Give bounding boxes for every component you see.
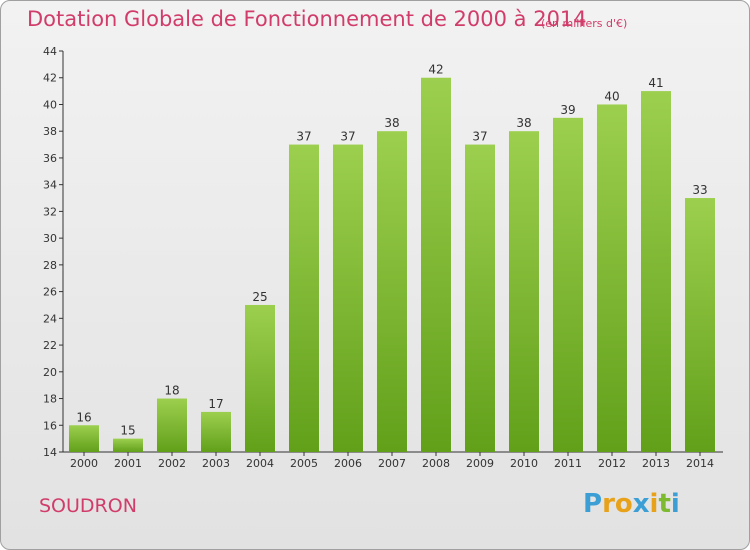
bar-2008 [421,77,451,452]
x-tick-label-2014: 2014 [686,457,714,470]
data-label-2003: 17 [208,397,223,411]
data-label-2011: 39 [560,103,575,117]
logo-letter: x [632,489,650,519]
logo-letter: i [649,489,659,519]
x-tick-label-2009: 2009 [466,457,494,470]
x-tick-label-2010: 2010 [510,457,538,470]
x-tick-label-2008: 2008 [422,457,450,470]
bar-2013 [641,91,671,452]
chart-title: Dotation Globale de Fonctionnement de 20… [27,7,587,31]
data-label-2001: 15 [120,424,135,438]
x-tick-label-2001: 2001 [114,457,142,470]
logo-letter: t [658,489,671,519]
data-label-2010: 38 [516,116,531,130]
bar-2014 [685,198,715,452]
data-label-2008: 42 [428,63,443,77]
y-tick-label: 26 [43,286,57,299]
bar-2002 [157,398,187,452]
logo-letter: o [614,489,633,519]
logo-letter: P [583,489,603,519]
data-label-2002: 18 [164,384,179,398]
chart-subtitle: (en milliers d'€) [541,17,628,30]
data-label-2006: 37 [340,130,355,144]
y-tick-label: 32 [43,205,57,218]
y-tick-label: 14 [43,446,57,459]
bar-2007 [377,131,407,452]
data-label-2004: 25 [252,290,267,304]
bar-2001 [113,438,143,452]
y-tick-label: 24 [43,312,57,325]
x-tick-label-2004: 2004 [246,457,274,470]
data-label-2005: 37 [296,130,311,144]
commune-name: SOUDRON [39,495,137,517]
data-label-2009: 37 [472,130,487,144]
bar-2004 [245,304,275,452]
data-label-2012: 40 [604,89,619,103]
data-label-2013: 41 [648,76,663,90]
data-label-2014: 33 [692,183,707,197]
x-tick-label-2011: 2011 [554,457,582,470]
x-tick-label-2007: 2007 [378,457,406,470]
y-tick-label: 40 [43,98,57,111]
y-tick-label: 20 [43,366,57,379]
y-tick-label: 22 [43,339,57,352]
bar-2010 [509,131,539,452]
y-tick-label: 38 [43,125,57,138]
x-tick-label-2002: 2002 [158,457,186,470]
x-tick-label-2006: 2006 [334,457,362,470]
y-tick-label: 44 [43,45,57,58]
data-label-2007: 38 [384,116,399,130]
y-tick-label: 16 [43,419,57,432]
y-tick-label: 18 [43,393,57,406]
bar-2009 [465,144,495,453]
proxiti-logo: Proxiti [583,489,680,519]
bar-2011 [553,117,583,452]
logo-letter: i [670,489,680,519]
bar-2003 [201,411,231,452]
y-tick-label: 36 [43,152,57,165]
x-tick-label-2000: 2000 [70,457,98,470]
logo-letter: r [602,489,615,519]
bar-2012 [597,104,627,452]
x-tick-label-2012: 2012 [598,457,626,470]
data-label-2000: 16 [76,410,91,424]
bar-2006 [333,144,363,453]
x-tick-label-2003: 2003 [202,457,230,470]
y-tick-label: 30 [43,232,57,245]
bar-2000 [69,425,99,452]
y-tick-label: 34 [43,179,57,192]
bar-2005 [289,144,319,453]
x-tick-label-2013: 2013 [642,457,670,470]
x-tick-label-2005: 2005 [290,457,318,470]
y-tick-label: 28 [43,259,57,272]
y-tick-label: 42 [43,72,57,85]
